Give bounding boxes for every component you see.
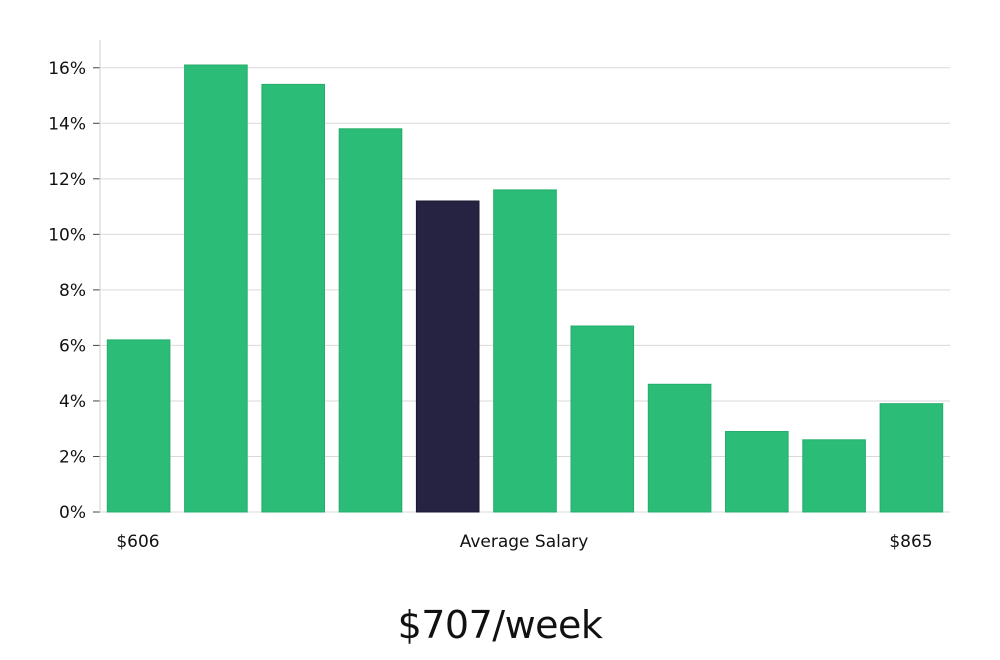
- y-tick-label: 6%: [59, 336, 86, 356]
- y-tick-label: 14%: [48, 114, 86, 134]
- y-tick-label: 16%: [48, 59, 86, 79]
- x-min-label: $606: [116, 532, 159, 552]
- y-tick-label: 10%: [48, 225, 86, 245]
- y-tick-label: 8%: [59, 281, 86, 301]
- y-tick-label: 0%: [59, 503, 86, 523]
- y-tick-label: 2%: [59, 447, 86, 467]
- histogram-bar: [106, 339, 171, 513]
- y-tick-label: 4%: [59, 392, 86, 412]
- highlighted-bar: [415, 200, 480, 513]
- histogram-bar: [570, 325, 635, 513]
- histogram-bar: [261, 83, 325, 513]
- histogram-bar: [184, 64, 248, 513]
- y-axis-ticks: 0% 2% 4% 6% 8% 10% 12% 14% 16%: [48, 59, 100, 523]
- histogram-bar: [879, 403, 944, 513]
- salary-histogram: 0% 2% 4% 6% 8% 10% 12% 14% 16% $606 Average Sala…: [48, 40, 950, 552]
- histogram-bar: [725, 431, 789, 513]
- x-axis-title: Average Salary: [460, 532, 589, 552]
- bars: [106, 64, 944, 513]
- histogram-bar: [493, 189, 557, 513]
- histogram-bar: [647, 383, 712, 513]
- histogram-bar: [802, 439, 866, 513]
- x-max-label: $865: [889, 532, 932, 552]
- histogram-bar: [338, 128, 403, 513]
- average-salary-headline: $707/week: [397, 603, 603, 647]
- y-tick-label: 12%: [48, 170, 86, 190]
